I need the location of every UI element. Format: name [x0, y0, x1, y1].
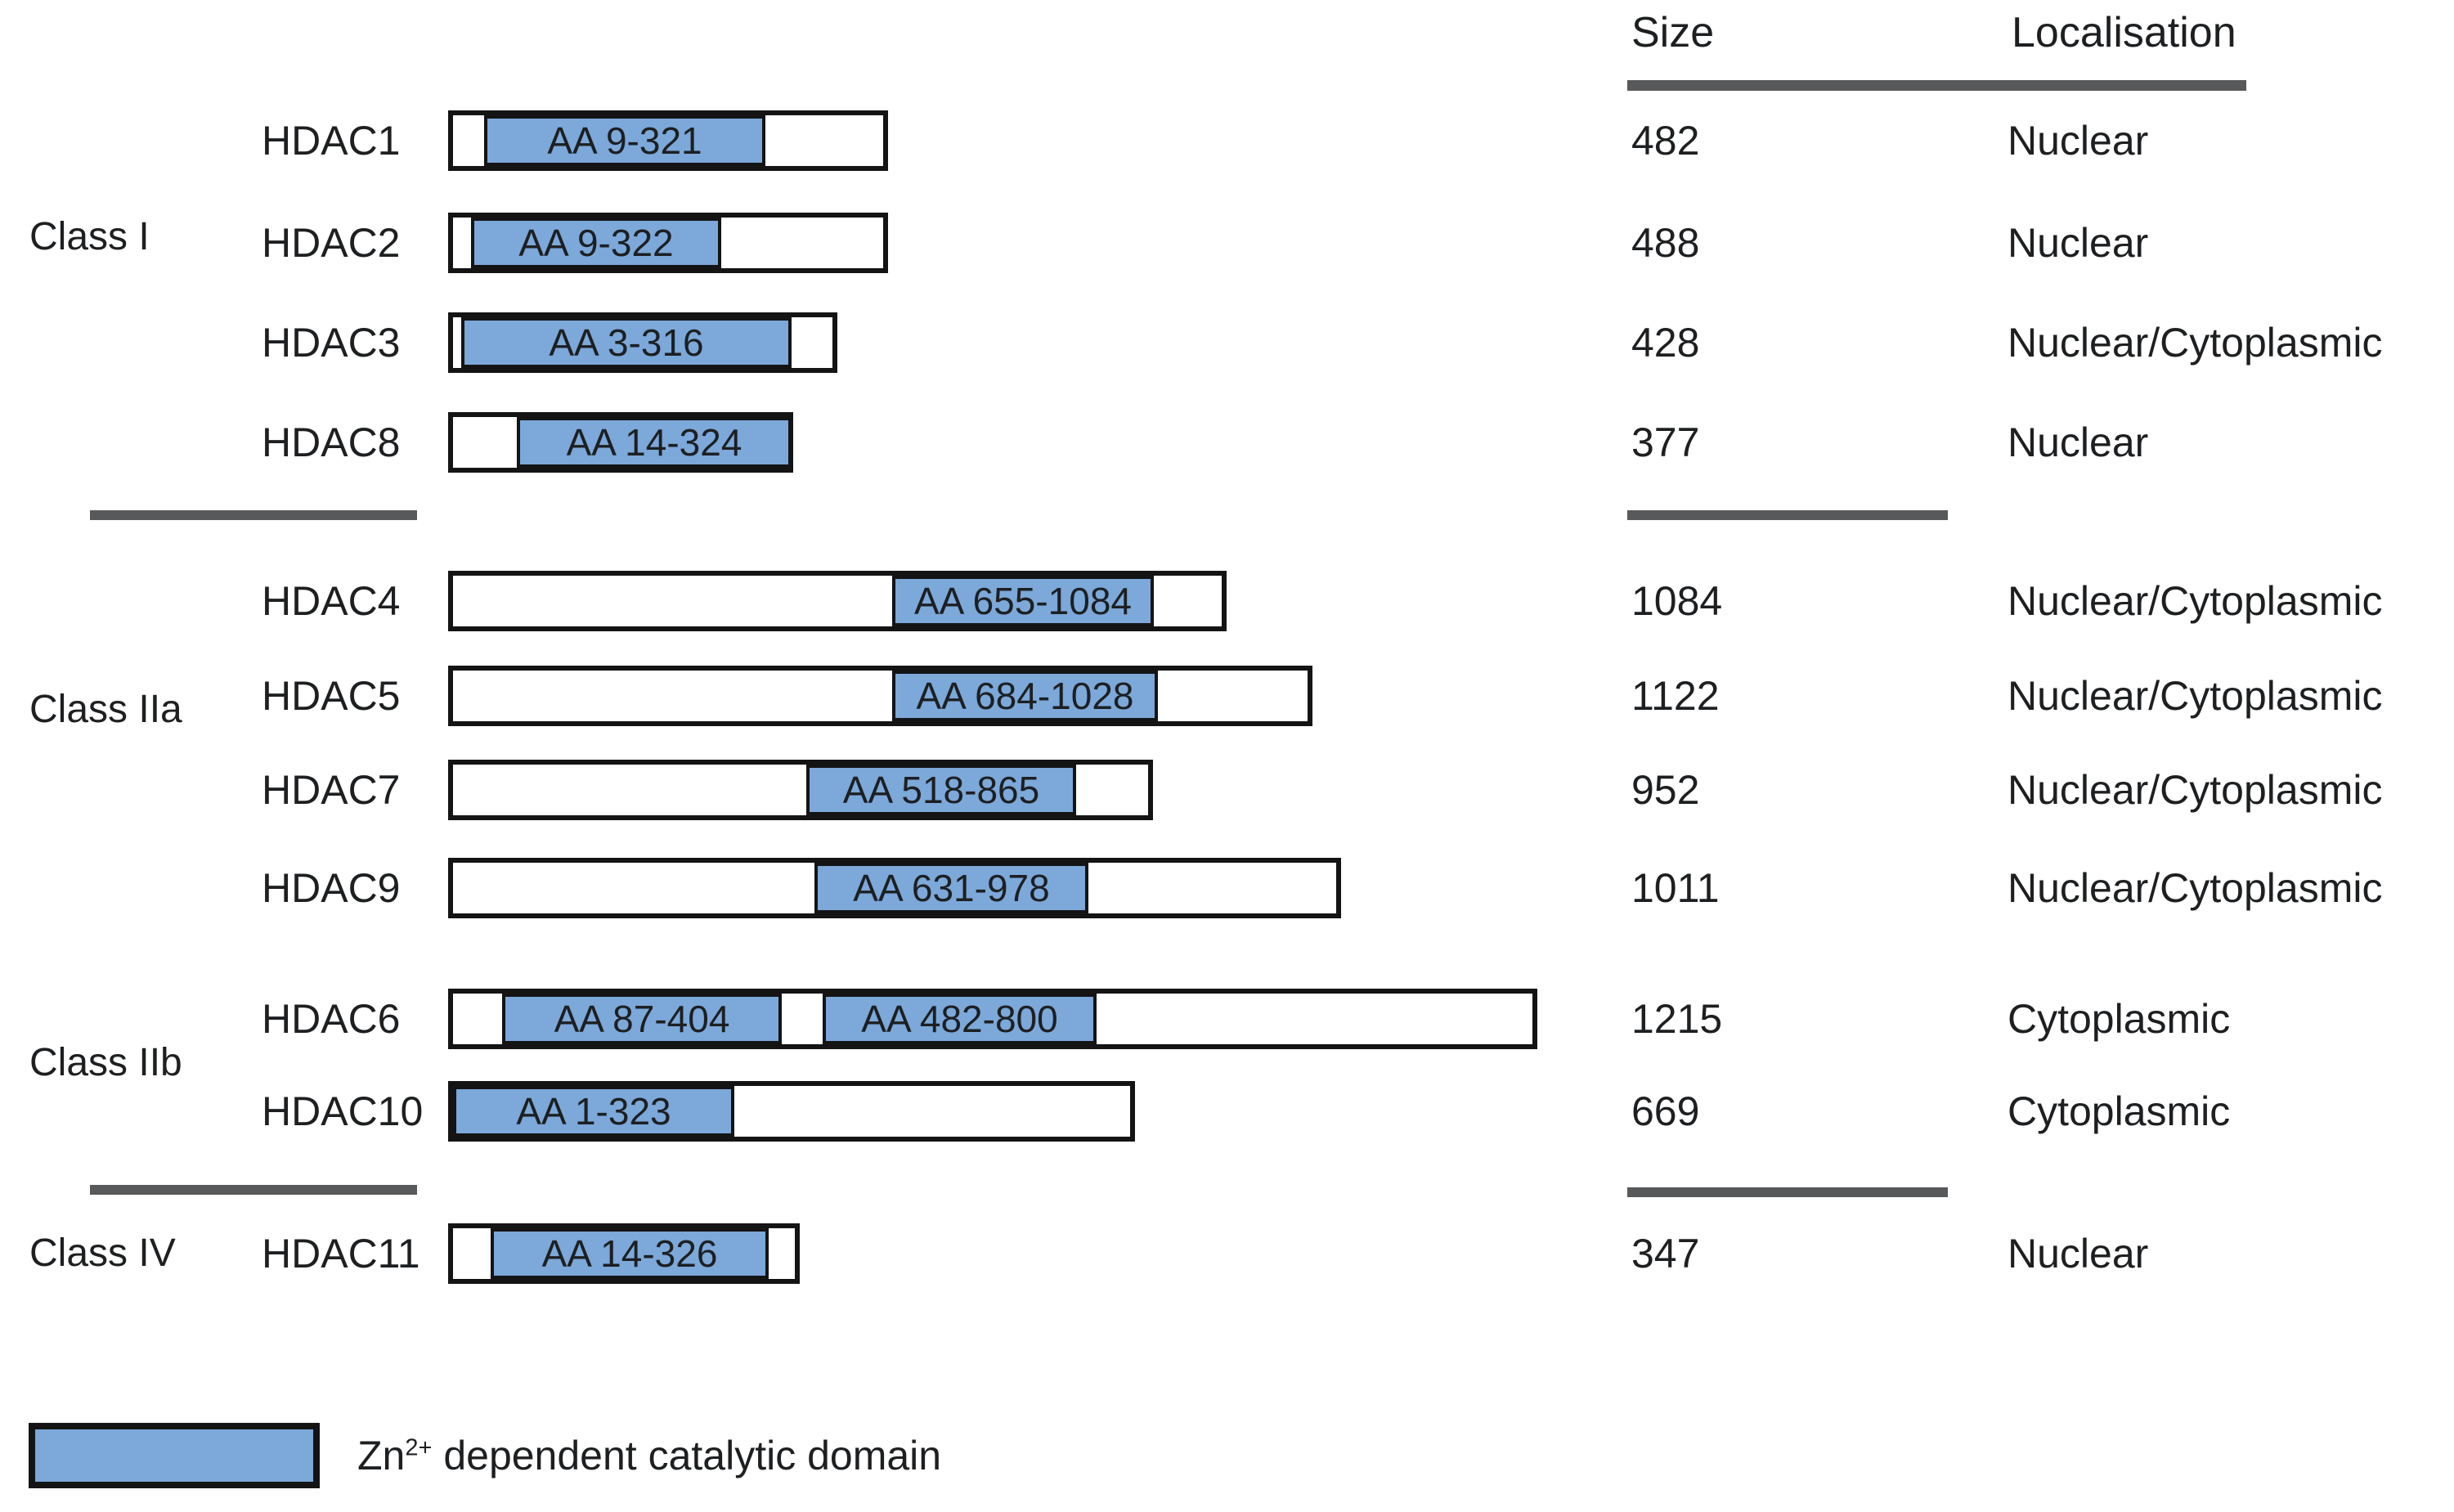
- legend-superscript: 2+: [405, 1434, 433, 1461]
- protein-bar-hdac3: AA 3-316: [448, 312, 837, 373]
- protein-name-hdac1: HDAC1: [262, 118, 401, 164]
- catalytic-domain-segment: AA 518-865: [806, 765, 1076, 815]
- size-value-hdac3: 428: [1631, 320, 1700, 366]
- catalytic-domain-segment: AA 655-1084: [892, 576, 1154, 626]
- protein-name-hdac9: HDAC9: [262, 865, 401, 911]
- localisation-value-hdac2: Nuclear: [2008, 220, 2149, 266]
- catalytic-domain-segment: AA 482-800: [823, 994, 1097, 1044]
- protein-name-hdac5: HDAC5: [262, 673, 401, 719]
- protein-bar-hdac1: AA 9-321: [448, 110, 888, 171]
- protein-bar-hdac6: AA 87-404 AA 482-800: [448, 989, 1537, 1049]
- catalytic-domain-segment: AA 684-1028: [892, 671, 1158, 721]
- localisation-value-hdac3: Nuclear/Cytoplasmic: [2008, 320, 2383, 366]
- legend-description: dependent catalytic domain: [432, 1433, 942, 1478]
- localisation-column-header: Localisation: [2012, 9, 2236, 56]
- localisation-value-hdac6: Cytoplasmic: [2008, 996, 2231, 1042]
- catalytic-domain-segment: AA 9-322: [471, 218, 721, 268]
- size-value-hdac6: 1215: [1631, 996, 1723, 1042]
- catalytic-domain-segment: AA 631-978: [814, 863, 1088, 913]
- class-separator-right-2: [1627, 1187, 1948, 1197]
- protein-bar-hdac5: AA 684-1028: [448, 666, 1312, 726]
- protein-bar-hdac11: AA 14-326: [448, 1223, 800, 1284]
- protein-name-hdac8: HDAC8: [262, 420, 401, 465]
- protein-name-hdac6: HDAC6: [262, 996, 401, 1042]
- protein-bar-hdac8: AA 14-324: [448, 412, 793, 473]
- size-value-hdac10: 669: [1631, 1088, 1700, 1134]
- protein-name-hdac11: HDAC11: [262, 1231, 420, 1276]
- protein-name-hdac10: HDAC10: [262, 1088, 424, 1134]
- catalytic-domain-segment: AA 14-324: [517, 417, 792, 468]
- catalytic-domain-segment: AA 3-316: [461, 317, 792, 368]
- catalytic-domain-segment: AA 1-323: [453, 1086, 734, 1137]
- size-value-hdac7: 952: [1631, 767, 1700, 813]
- legend-element-symbol: Zn: [357, 1433, 406, 1478]
- protein-bar-hdac10: AA 1-323: [448, 1081, 1135, 1142]
- legend-label: Zn2+ dependent catalytic domain: [357, 1432, 941, 1479]
- protein-bar-hdac9: AA 631-978: [448, 858, 1341, 918]
- class-label-iv: Class IV: [29, 1232, 176, 1275]
- size-value-hdac4: 1084: [1631, 578, 1723, 624]
- localisation-value-hdac5: Nuclear/Cytoplasmic: [2008, 673, 2383, 719]
- legend-swatch-catalytic-domain: [29, 1423, 320, 1488]
- size-value-hdac11: 347: [1631, 1231, 1700, 1276]
- size-value-hdac1: 482: [1631, 118, 1700, 164]
- protein-name-hdac7: HDAC7: [262, 767, 401, 813]
- protein-bar-hdac4: AA 655-1084: [448, 571, 1227, 631]
- protein-name-hdac4: HDAC4: [262, 578, 401, 624]
- class-label-iib: Class IIb: [29, 1041, 182, 1084]
- localisation-value-hdac9: Nuclear/Cytoplasmic: [2008, 865, 2383, 911]
- protein-bar-hdac2: AA 9-322: [448, 213, 888, 273]
- size-value-hdac5: 1122: [1631, 673, 1720, 719]
- class-separator-left-1: [90, 510, 417, 520]
- protein-name-hdac3: HDAC3: [262, 320, 401, 366]
- header-rule: [1627, 80, 2246, 91]
- size-value-hdac2: 488: [1631, 220, 1700, 266]
- class-separator-right-1: [1627, 510, 1948, 520]
- localisation-value-hdac1: Nuclear: [2008, 118, 2149, 164]
- class-separator-left-2: [90, 1185, 417, 1195]
- catalytic-domain-segment: AA 9-321: [484, 115, 765, 166]
- protein-bar-hdac7: AA 518-865: [448, 760, 1153, 820]
- localisation-value-hdac4: Nuclear/Cytoplasmic: [2008, 578, 2383, 624]
- size-value-hdac8: 377: [1631, 420, 1700, 465]
- catalytic-domain-segment: AA 14-326: [491, 1228, 769, 1279]
- localisation-value-hdac11: Nuclear: [2008, 1231, 2149, 1276]
- localisation-value-hdac7: Nuclear/Cytoplasmic: [2008, 767, 2383, 813]
- size-column-header: Size: [1631, 9, 1715, 56]
- localisation-value-hdac8: Nuclear: [2008, 420, 2149, 465]
- class-label-i: Class I: [29, 215, 150, 258]
- protein-name-hdac2: HDAC2: [262, 220, 401, 266]
- size-value-hdac9: 1011: [1631, 865, 1720, 911]
- localisation-value-hdac10: Cytoplasmic: [2008, 1088, 2231, 1134]
- catalytic-domain-segment: AA 87-404: [502, 994, 782, 1044]
- class-label-iia: Class IIa: [29, 688, 182, 731]
